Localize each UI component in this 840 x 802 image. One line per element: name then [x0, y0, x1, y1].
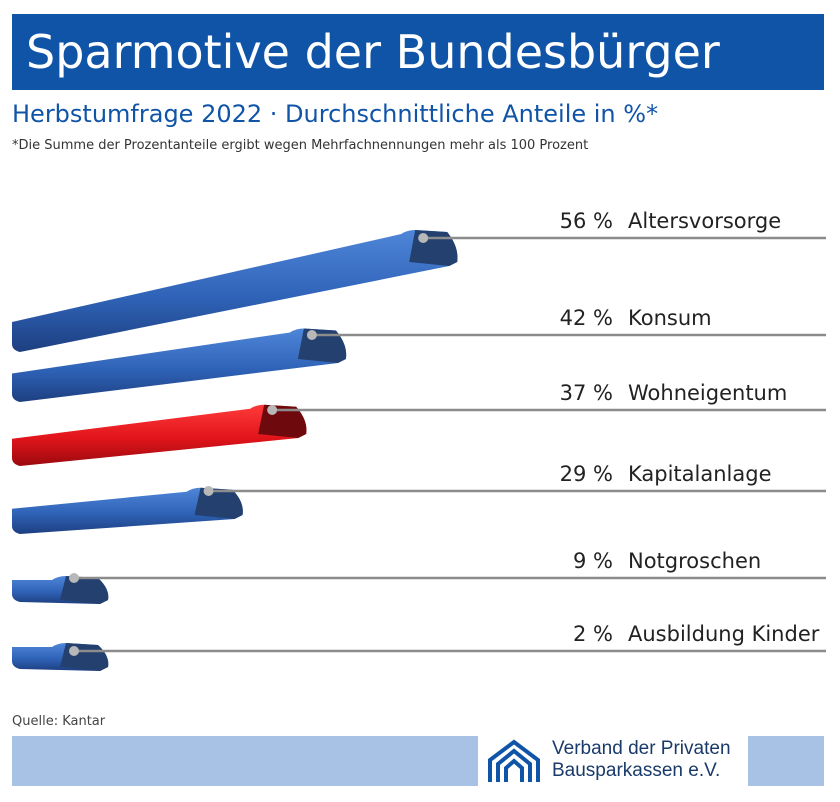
bar-end-cap: [194, 487, 243, 519]
value-label: 9 %: [573, 549, 613, 573]
leader-dot: [69, 573, 79, 583]
category-label: Notgroschen: [628, 549, 761, 573]
chart-title: Sparmotive der Bundesbürger: [26, 25, 720, 79]
leader-dot: [267, 405, 278, 415]
category-label: Wohneigentum: [628, 381, 787, 405]
bar-kapitalanlage: [12, 487, 243, 534]
category-label: Kapitalanlage: [628, 462, 772, 486]
bar-konsum: [12, 328, 347, 402]
footer-band-right: [748, 736, 824, 786]
bar-altersvorsorge: [12, 230, 458, 352]
org-name-line2: Bausparkassen e.V.: [552, 760, 721, 781]
leader-dot: [69, 646, 79, 656]
category-label: Altersvorsorge: [628, 209, 781, 233]
value-label: 2 %: [573, 622, 613, 646]
category-label: Konsum: [628, 306, 712, 330]
org-name-line1: Verband der Privaten: [552, 738, 731, 759]
bars-group: [12, 230, 458, 671]
bar-end-cap: [60, 643, 109, 671]
bar-chart: 56 % Altersvorsorge 42 % Konsum 37 % Wohneige…: [12, 209, 826, 671]
bar-end-cap: [297, 328, 347, 363]
chart-footnote: *Die Summe der Prozentanteile ergibt weg…: [12, 138, 589, 153]
category-label: Ausbildung Kinder: [628, 622, 820, 646]
source-note: Quelle: Kantar: [12, 714, 106, 729]
org-name: Verband der Privaten Bausparkassen e.V.: [552, 738, 731, 782]
value-label: 29 %: [560, 462, 613, 486]
title-band: Sparmotive der Bundesbürger: [12, 14, 824, 90]
labels-group: 56 % Altersvorsorge 42 % Konsum 37 % Wohneige…: [69, 209, 826, 656]
bar-end-cap: [409, 230, 458, 266]
bar-wohneigentum: [12, 404, 307, 466]
leader-dot: [203, 486, 214, 496]
value-label: 37 %: [560, 381, 613, 405]
value-label: 56 %: [560, 209, 613, 233]
value-label: 42 %: [560, 306, 613, 330]
chart-subtitle: Herbstumfrage 2022 · Durchschnittliche A…: [12, 100, 659, 128]
bar-end-cap: [60, 576, 109, 604]
house-logo-icon: [488, 739, 540, 782]
leader-dot: [306, 330, 317, 340]
leader-dot: [418, 233, 429, 243]
footer-band: [12, 736, 478, 786]
